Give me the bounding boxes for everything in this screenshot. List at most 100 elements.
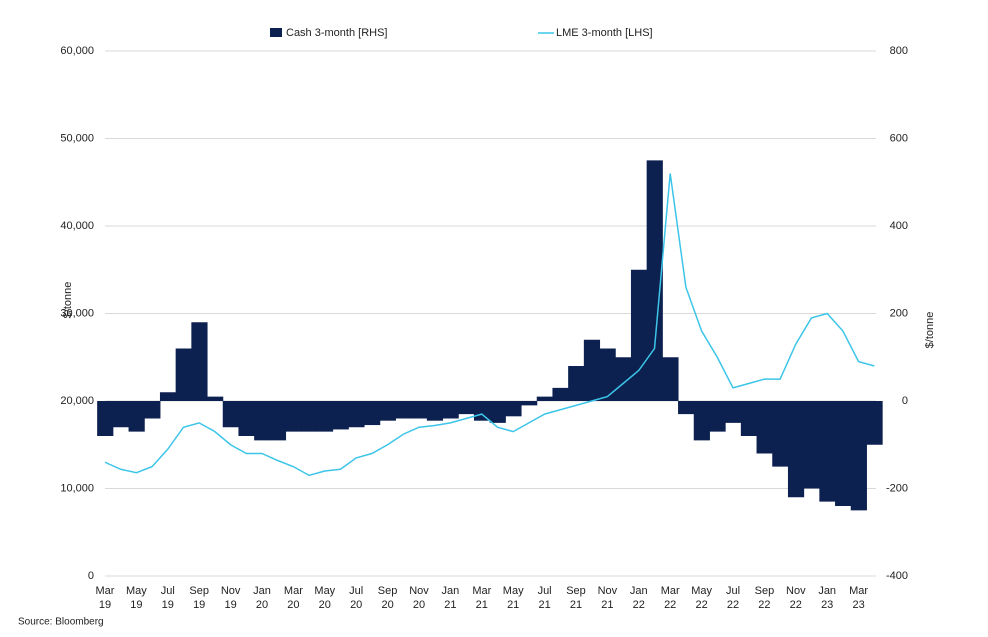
x-tick-label: Jan [253, 585, 271, 597]
area-bar [568, 366, 585, 401]
area-bar [662, 357, 679, 401]
x-tick-label: May [314, 585, 335, 597]
area-bar [473, 401, 491, 421]
y2-tick-label: 0 [902, 395, 908, 407]
area-bar [615, 357, 632, 401]
x-tick-label: Jan [818, 585, 836, 597]
area-bar [740, 401, 758, 436]
x-tick-label: 19 [193, 599, 205, 611]
x-tick-label: 20 [413, 599, 425, 611]
area-bar [709, 401, 726, 432]
x-tick-label: 23 [852, 599, 864, 611]
y2-tick-label: 800 [890, 45, 908, 57]
x-tick-label: 22 [790, 599, 802, 611]
y2-tick-label: -200 [886, 482, 908, 494]
y2-tick-label: -400 [886, 570, 908, 582]
x-tick-label: Nov [409, 585, 429, 597]
area-bar [787, 401, 805, 498]
x-tick-label: 20 [256, 599, 268, 611]
area-bar [364, 401, 381, 426]
area-bar [207, 396, 224, 401]
y2-tick-label: 400 [890, 220, 908, 232]
area-bar [772, 401, 789, 467]
source-note: Source: Bloomberg [18, 617, 104, 628]
area-bar [521, 401, 538, 406]
area-bar [646, 160, 663, 401]
x-tick-label: 20 [287, 599, 299, 611]
area-bar [112, 401, 130, 428]
y2-tick-label: 200 [890, 307, 908, 319]
area-bar [725, 401, 742, 423]
x-tick-label: Sep [189, 585, 209, 597]
x-tick-label: Jan [442, 585, 460, 597]
area-bar [97, 401, 114, 436]
area-bar [191, 322, 208, 401]
x-tick-label: 22 [633, 599, 645, 611]
area-bar [301, 401, 318, 432]
area-bar [819, 401, 836, 502]
y-axis-title: $/tonne [62, 282, 74, 319]
x-tick-label: 22 [727, 599, 739, 611]
x-tick-label: Jul [726, 585, 740, 597]
area-bar [630, 269, 648, 401]
x-tick-label: 20 [350, 599, 362, 611]
area-bar [426, 401, 444, 421]
area-bar [536, 396, 553, 401]
x-tick-label: 23 [821, 599, 833, 611]
x-tick-label: 20 [319, 599, 331, 611]
x-tick-label: Mar [96, 585, 115, 597]
x-tick-label: Sep [566, 585, 586, 597]
y-tick-label: 40,000 [60, 220, 94, 232]
x-tick-label: 22 [695, 599, 707, 611]
area-bar [850, 401, 867, 511]
area-bar [348, 401, 365, 428]
x-tick-label: Mar [284, 585, 303, 597]
area-bar [835, 401, 852, 506]
y-tick-label: 50,000 [60, 132, 94, 144]
area-bar [379, 401, 396, 421]
x-tick-label: 20 [381, 599, 393, 611]
legend-label: Cash 3-month [RHS] [286, 27, 387, 39]
line [104, 173, 875, 477]
area-bar [159, 392, 177, 401]
x-tick-label: 19 [99, 599, 111, 611]
y-tick-label: 0 [88, 570, 94, 582]
area-bar [489, 401, 506, 423]
y2-tick-label: 600 [890, 132, 908, 144]
x-tick-label: 21 [507, 599, 519, 611]
x-tick-label: Mar [849, 585, 868, 597]
x-tick-label: 21 [476, 599, 488, 611]
area-bar [316, 401, 334, 432]
area-bar [458, 401, 475, 415]
area-bar [552, 387, 569, 401]
x-tick-label: Nov [221, 585, 241, 597]
x-tick-label: 21 [601, 599, 613, 611]
area-bar [583, 339, 601, 401]
x-tick-label: 21 [570, 599, 582, 611]
area-bar [756, 401, 773, 454]
x-tick-label: May [691, 585, 712, 597]
area-bar [678, 401, 695, 415]
x-tick-label: Jul [538, 585, 552, 597]
area-bar [395, 401, 412, 419]
area-bar [866, 401, 883, 445]
area-bar [693, 401, 710, 441]
y-tick-label: 30,000 [60, 307, 94, 319]
x-tick-label: 22 [664, 599, 676, 611]
area-bar [285, 401, 302, 432]
area-bar [175, 348, 192, 401]
x-tick-label: 19 [130, 599, 142, 611]
area-bar [505, 401, 522, 417]
y-tick-label: 60,000 [60, 45, 94, 57]
legend-swatch [270, 28, 282, 37]
x-tick-label: Mar [472, 585, 491, 597]
area-bar [128, 401, 145, 432]
x-tick-label: Sep [755, 585, 775, 597]
x-tick-label: Nov [786, 585, 806, 597]
area-bar [332, 401, 349, 430]
y-tick-label: 20,000 [60, 395, 94, 407]
x-tick-label: 21 [538, 599, 550, 611]
area-bar [238, 401, 255, 436]
x-tick-label: Jan [630, 585, 648, 597]
